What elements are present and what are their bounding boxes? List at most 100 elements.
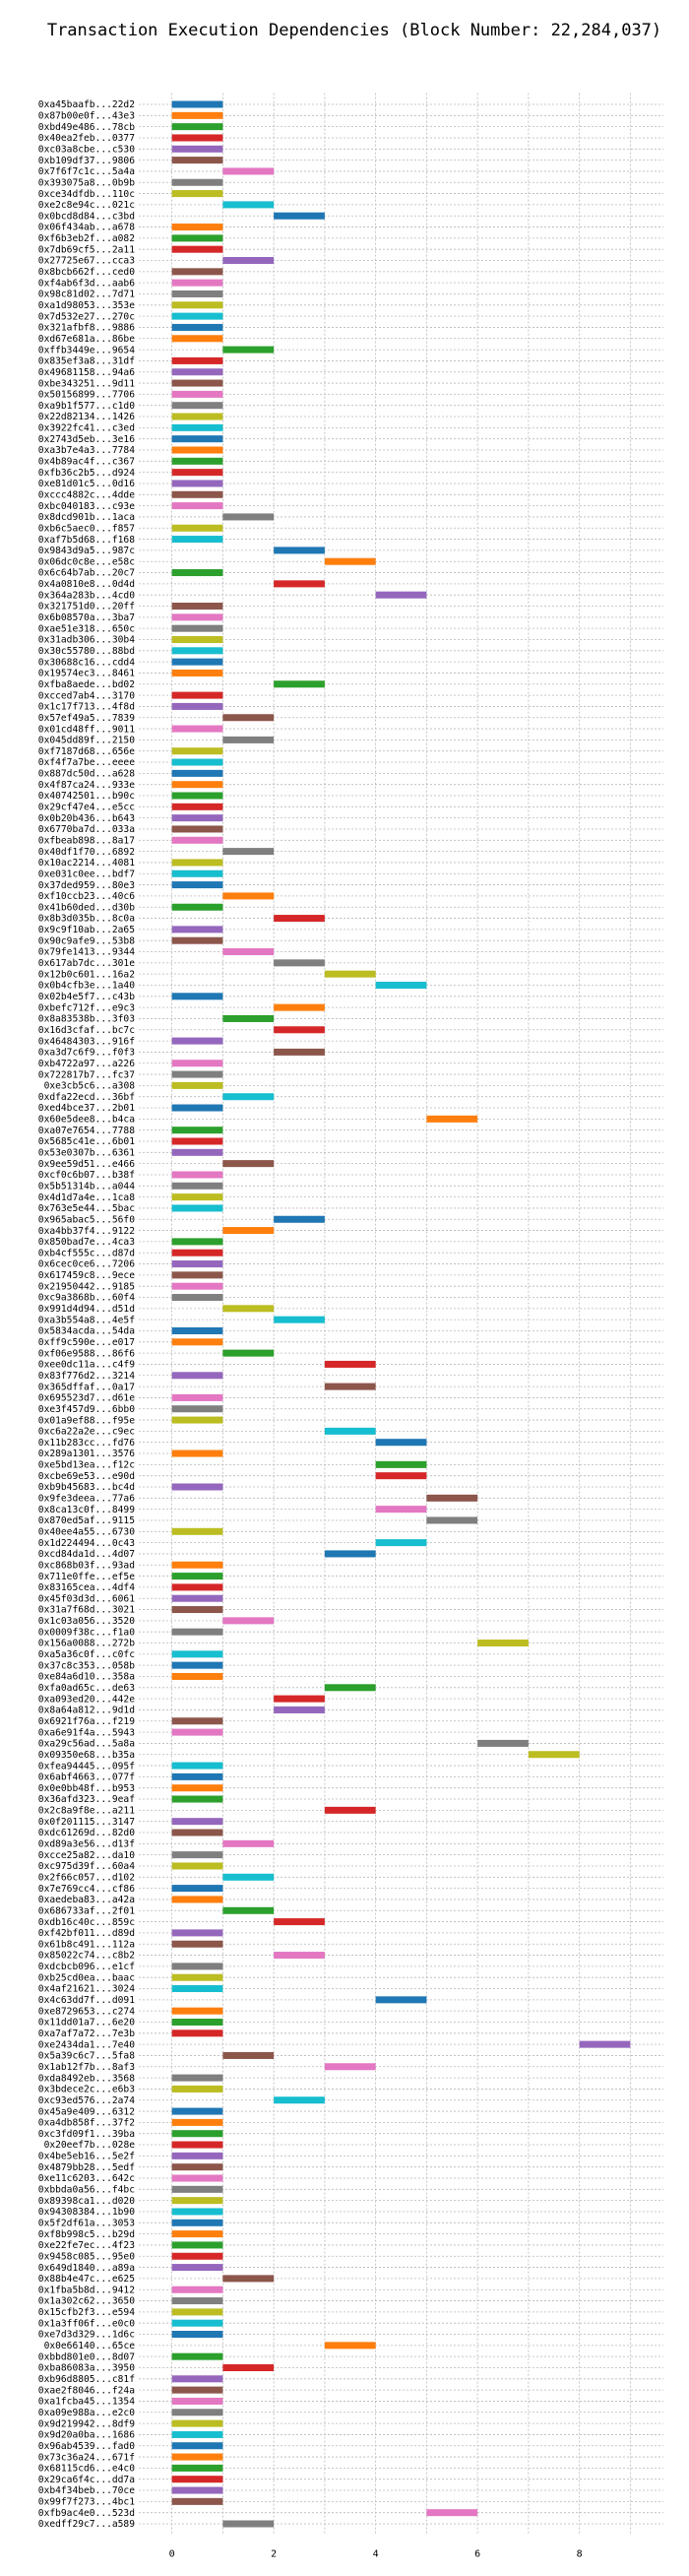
- tx-bar: [171, 1762, 223, 1770]
- tx-label: 0xdc61269d...82d0: [38, 1828, 135, 1838]
- tx-label: 0x36afd323...9eaf: [38, 1794, 135, 1805]
- x-tick-label: 2: [271, 2548, 277, 2559]
- tx-bar: [171, 836, 223, 844]
- tx-bar: [171, 1672, 223, 1680]
- tx-label: 0xbd49e486...78cb: [38, 122, 135, 133]
- tx-bar: [171, 2319, 223, 2327]
- tx-label: 0x37ded959...80e3: [38, 880, 135, 891]
- tx-bar: [171, 2252, 223, 2260]
- tx-bar: [171, 1060, 223, 1067]
- tx-bar: [171, 624, 223, 632]
- tx-bar: [274, 1215, 325, 1223]
- tx-bar: [171, 2085, 223, 2093]
- tx-bar: [222, 1014, 275, 1022]
- tx-bar: [324, 2063, 376, 2071]
- tx-bar: [171, 859, 223, 867]
- tx-label: 0xbbd801e0...8d07: [38, 2351, 135, 2362]
- tx-label: 0xb109df37...9806: [38, 156, 135, 166]
- tx-bar: [171, 1829, 223, 1836]
- tx-bar: [171, 2352, 223, 2360]
- tx-bar: [274, 1918, 325, 1926]
- tx-label: 0x5a39c6c7...5fa8: [38, 2051, 135, 2062]
- tx-bar: [171, 747, 223, 755]
- tx-label: 0x31adb306...30b4: [38, 635, 135, 646]
- tx-bar: [171, 2409, 223, 2416]
- tx-bar: [171, 1372, 223, 1380]
- tx-label: 0xf10ccb23...40c6: [38, 891, 135, 902]
- tx-bar: [171, 1037, 223, 1045]
- tx-bar: [171, 145, 223, 153]
- tx-bar: [375, 981, 427, 989]
- tx-bar: [324, 1806, 376, 1814]
- tx-label: 0x5b51314b...a044: [38, 1181, 135, 1191]
- tx-bar: [171, 2442, 223, 2450]
- tx-bar: [171, 1594, 223, 1602]
- tx-bar: [222, 346, 275, 354]
- tx-bar: [171, 2185, 223, 2193]
- tx-bar: [171, 647, 223, 655]
- tx-label: 0x79fe1413...9344: [38, 947, 135, 958]
- tx-label: 0x6921f76a...f219: [38, 1716, 135, 1727]
- tx-bar: [171, 2453, 223, 2461]
- tx-bar: [171, 279, 223, 287]
- tx-bar: [171, 1182, 223, 1190]
- tx-label: 0x29ca6f4c...dd7a: [38, 2475, 135, 2485]
- tx-label: 0xc3fd09f1...39ba: [38, 2129, 135, 2140]
- tx-bar: [375, 1539, 427, 1547]
- tx-label: 0x01cd48ff...9011: [38, 724, 135, 735]
- tx-label: 0x37c8c353...058b: [38, 1660, 135, 1671]
- tx-bar: [171, 2007, 223, 2015]
- tx-label: 0xb6c5aec0...f857: [38, 523, 135, 534]
- tx-label: 0x22d82134...1426: [38, 412, 135, 422]
- tx-bar: [171, 903, 223, 911]
- tx-label: 0xa5a36c0f...c0fc: [38, 1649, 135, 1660]
- tx-label: 0x8a64a812...9d1d: [38, 1706, 135, 1716]
- tx-bar: [171, 2476, 223, 2483]
- tx-label: 0xfb9ac4e0...523d: [38, 2508, 135, 2519]
- tx-label: 0x9458c085...95e0: [38, 2251, 135, 2262]
- tx-bar: [222, 1617, 275, 1625]
- tx-bar: [324, 557, 376, 565]
- tx-bar: [171, 1929, 223, 1937]
- tx-bar: [171, 1583, 223, 1591]
- tx-label: 0x0f201115...3147: [38, 1817, 135, 1828]
- tx-bar: [324, 1360, 376, 1368]
- tx-bar: [171, 111, 223, 119]
- tx-label: 0xaf7b5d68...f168: [38, 535, 135, 546]
- tx-label: 0xcce25a82...da10: [38, 1850, 135, 1861]
- tx-bar: [375, 1439, 427, 1447]
- tx-bar: [171, 379, 223, 387]
- tx-label: 0x9c9f10ab...2a65: [38, 925, 135, 935]
- tx-bar: [222, 2363, 275, 2371]
- tx-bar: [171, 2141, 223, 2149]
- tx-bar: [171, 635, 223, 643]
- tx-label: 0xd89a3e56...d13f: [38, 1839, 135, 1850]
- tx-label: 0xc9a3868b...60f4: [38, 1293, 135, 1304]
- tx-bar: [171, 926, 223, 934]
- tx-label: 0xe7d3d329...1d6c: [38, 2330, 135, 2341]
- tx-label: 0x11b283cc...fd76: [38, 1438, 135, 1449]
- tx-label: 0xae51e318...650c: [38, 623, 135, 634]
- tx-label: 0x85022c74...c8b2: [38, 1951, 135, 1962]
- tx-label: 0x1d224494...0c43: [38, 1538, 135, 1549]
- tx-bar: [171, 1449, 223, 1457]
- tx-bar: [171, 1338, 223, 1346]
- tx-label: 0xfba8aede...bd02: [38, 679, 135, 690]
- tx-bar: [171, 2130, 223, 2138]
- tx-label: 0x695523d7...d61e: [38, 1393, 135, 1404]
- tx-label: 0xce34dfdb...110c: [38, 189, 135, 200]
- tx-label: 0xda8492eb...3568: [38, 2073, 135, 2084]
- tx-bar: [171, 490, 223, 498]
- tx-bar: [171, 323, 223, 331]
- tx-bar: [171, 1527, 223, 1535]
- tx-label: 0x1a3ff06f...e0c0: [38, 2318, 135, 2329]
- tx-bar: [171, 245, 223, 253]
- tx-bar: [171, 1393, 223, 1401]
- tx-label: 0x5f2df61a...3053: [38, 2218, 135, 2228]
- tx-bar: [171, 268, 223, 276]
- tx-bar: [274, 1695, 325, 1703]
- tx-bar: [324, 1684, 376, 1692]
- tx-bar: [171, 1204, 223, 1212]
- tx-bar: [222, 167, 275, 175]
- tx-bar: [171, 1070, 223, 1078]
